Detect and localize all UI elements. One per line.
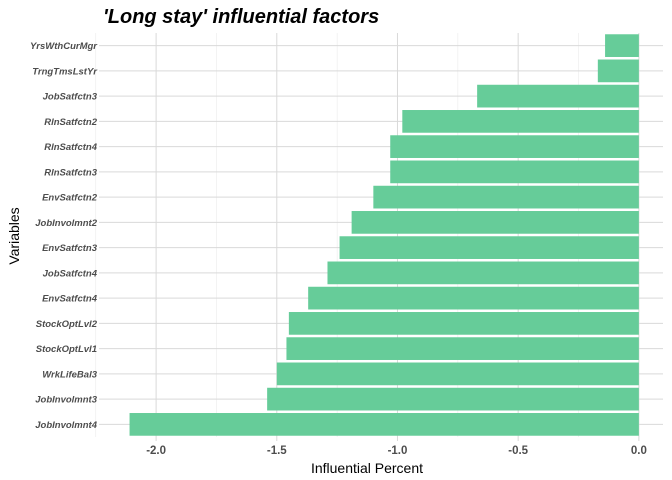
y-tick-label: RlnSatfctn2	[44, 117, 98, 128]
x-tick-labels: -2.0 -1.5 -1.0 -0.5 0.0	[146, 437, 647, 457]
x-tick-label: -1.5	[267, 445, 287, 457]
y-tick-label: YrsWthCurMgr	[30, 41, 98, 52]
y-tick-label: JobSatfctn4	[43, 268, 98, 279]
x-tick-label: -1.0	[388, 445, 408, 457]
bar	[402, 110, 639, 133]
bar	[390, 135, 639, 158]
bar	[339, 236, 639, 259]
bar	[477, 84, 639, 108]
x-axis-label: Influential Percent	[311, 460, 423, 476]
bar	[327, 261, 639, 285]
bar	[605, 34, 639, 57]
y-tick-label: StockOptLvl2	[36, 319, 98, 330]
bar	[129, 413, 639, 436]
chart-title: 'Long stay' influential factors	[103, 6, 379, 28]
y-tick-label: WrkLifeBal3	[42, 369, 97, 380]
bar	[597, 59, 639, 83]
y-tick-label: EnvSatfctn4	[42, 294, 98, 305]
y-tick-label: JobInvolmnt3	[35, 395, 97, 406]
y-tick-label: JobInvolmnt4	[35, 420, 97, 431]
y-tick-label: JobInvolmnt2	[35, 218, 97, 229]
y-axis-label: Variables	[6, 207, 22, 264]
bar	[276, 362, 639, 386]
bar	[373, 185, 639, 209]
y-tick-labels: YrsWthCurMgr TrngTmsLstYr JobSatfctn3 RlnSa…	[30, 41, 103, 431]
bar	[390, 160, 639, 184]
bars	[129, 34, 639, 436]
y-tick-label: RlnSatfctn4	[44, 142, 98, 153]
y-tick-label: RlnSatfctn3	[44, 167, 98, 178]
y-tick-label: EnvSatfctn2	[42, 193, 98, 204]
x-tick-label: -0.5	[508, 445, 528, 457]
bar	[308, 286, 639, 310]
bar	[351, 211, 639, 234]
y-tick-label: StockOptLvl1	[36, 344, 97, 355]
y-tick-label: TrngTmsLstYr	[32, 66, 98, 77]
y-tick-label: EnvSatfctn3	[42, 243, 98, 254]
bar	[267, 387, 639, 411]
bar	[288, 312, 639, 335]
y-tick-label: JobSatfctn3	[43, 92, 98, 103]
x-tick-label: -2.0	[146, 445, 166, 457]
x-tick-label: 0.0	[631, 445, 647, 457]
bar	[286, 337, 639, 360]
